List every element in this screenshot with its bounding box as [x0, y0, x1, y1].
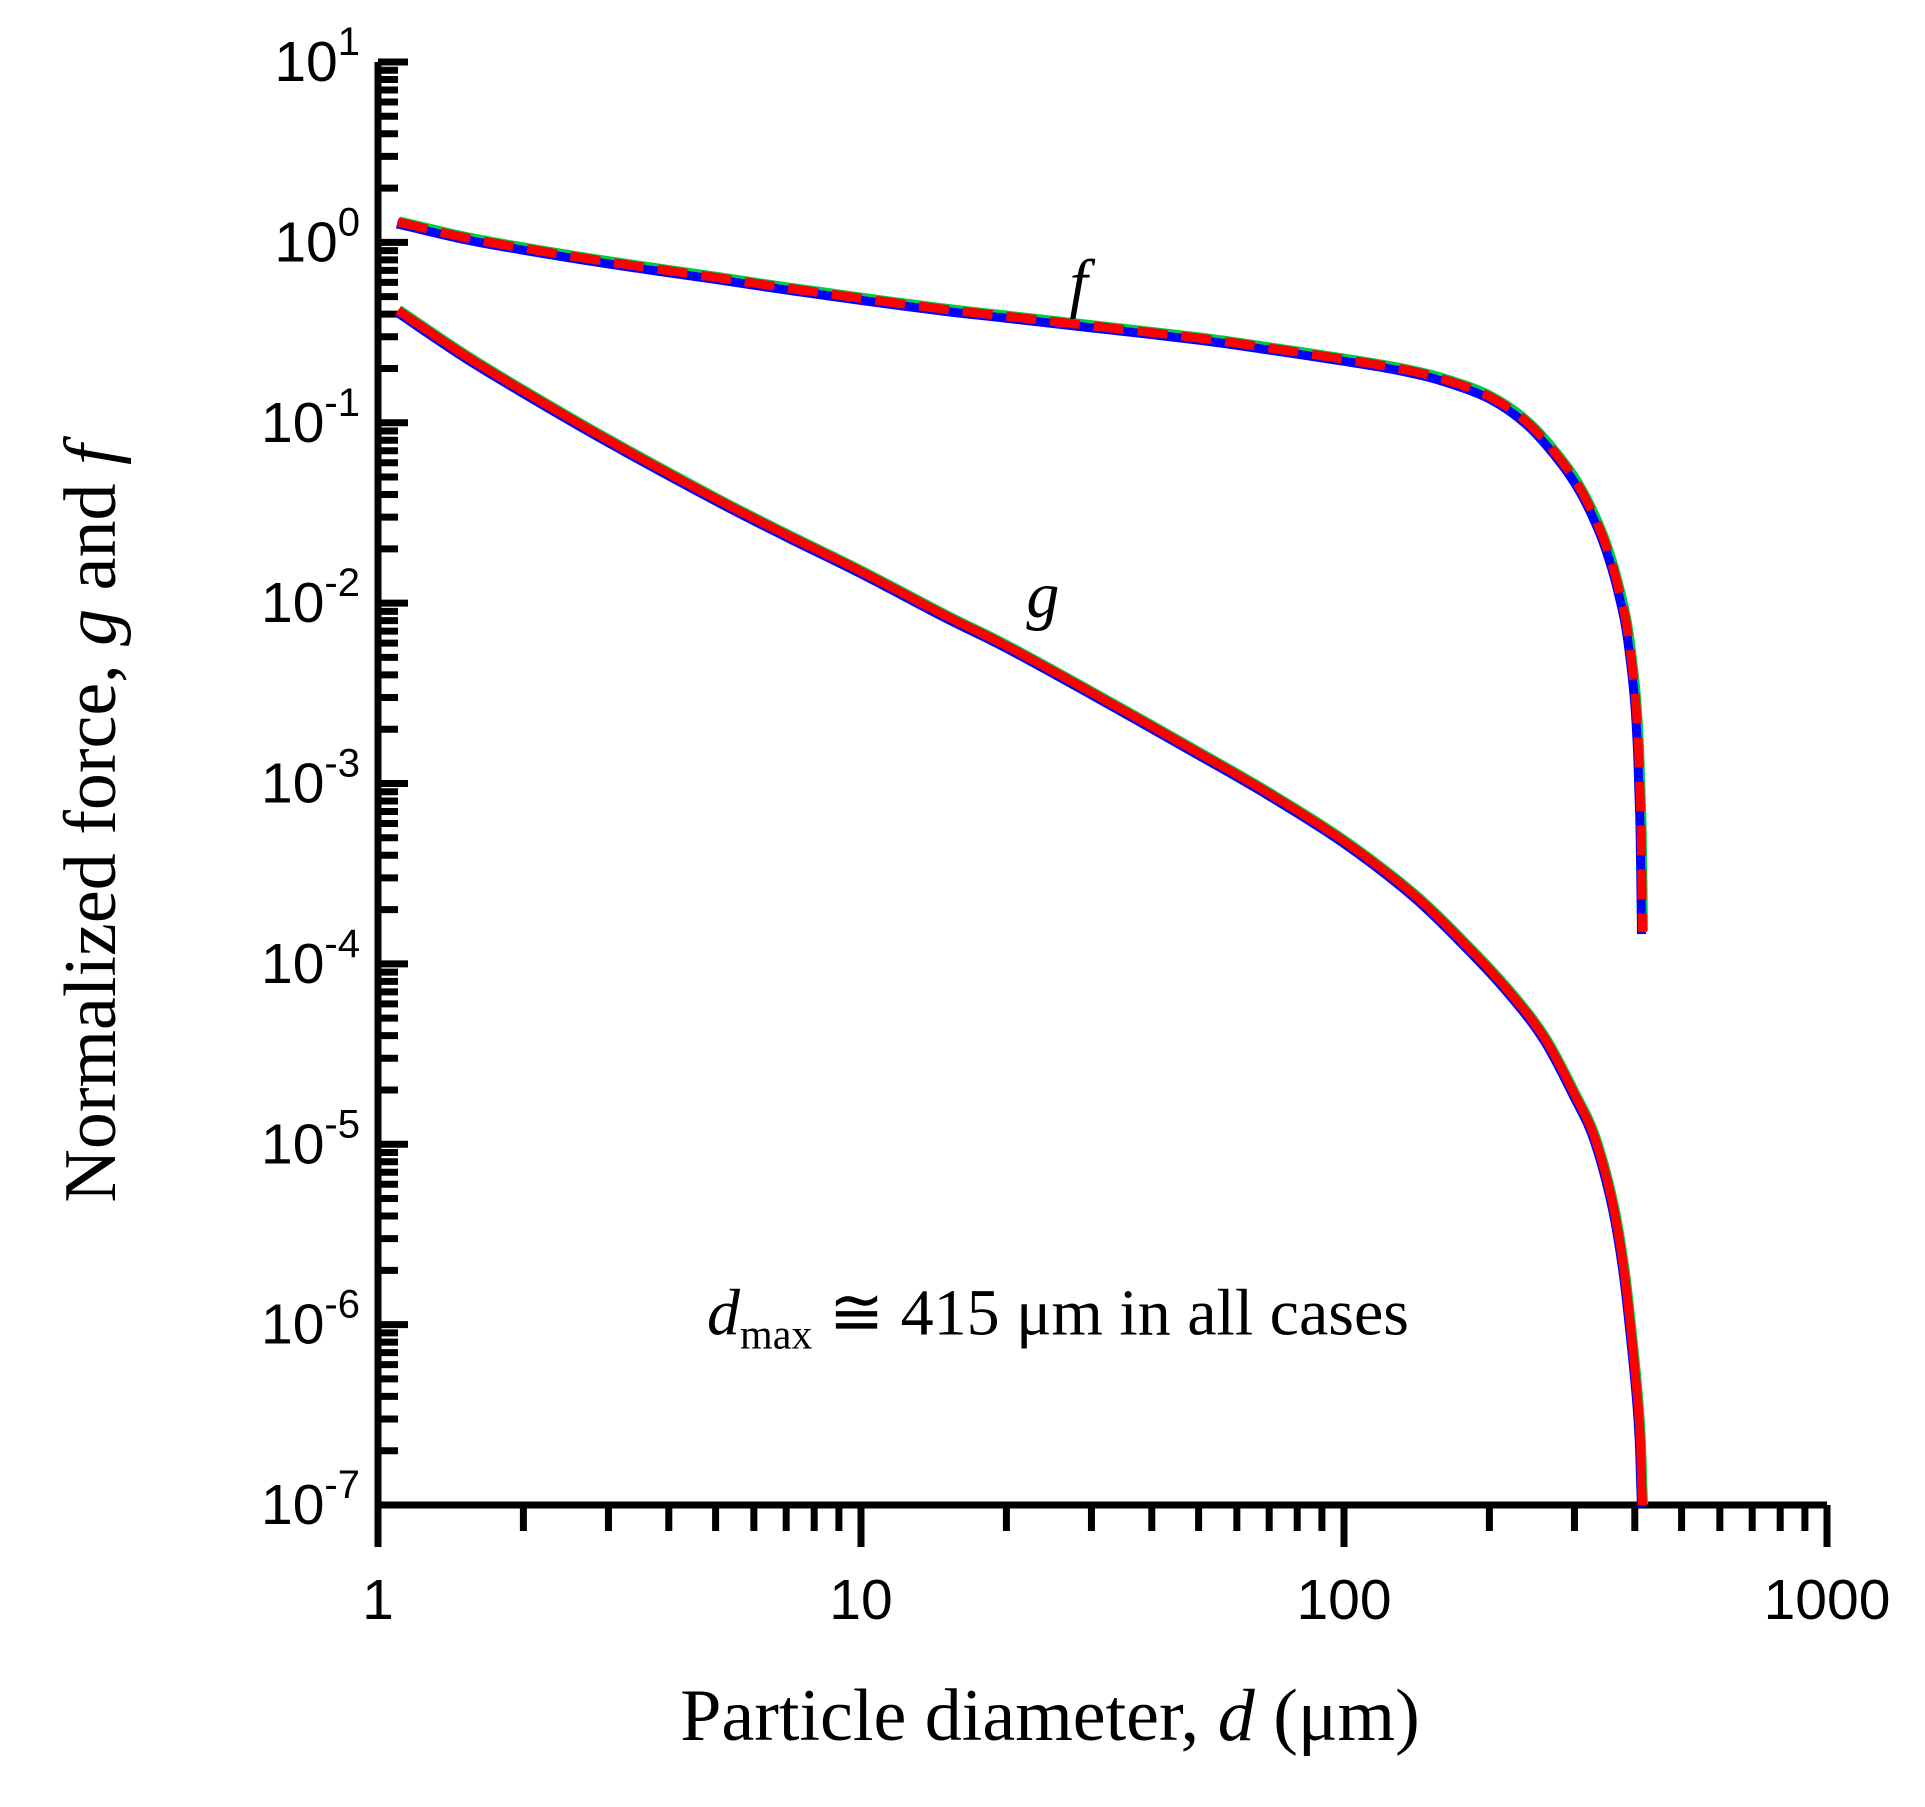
y-tick-label-base: 10	[261, 752, 324, 816]
y-tick-label: 10-1	[261, 381, 360, 455]
y-tick-label: 10-6	[261, 1283, 360, 1357]
y-tick-label-exponent: -7	[324, 1463, 360, 1507]
x-tick-label: 1000	[1764, 1568, 1891, 1632]
y-tick-label: 100	[274, 200, 360, 274]
y-tick-label-exponent: -3	[324, 742, 360, 786]
y-tick-label-exponent: -4	[324, 922, 360, 966]
y-tick-label-exponent: -2	[324, 561, 360, 605]
y-tick-label-exponent: 1	[338, 20, 360, 64]
x-axis-title-var: d	[1218, 1675, 1256, 1757]
y-tick-label: 101	[274, 20, 360, 94]
x-tick-label: 100	[1296, 1568, 1391, 1632]
y-tick-label-exponent: -5	[324, 1102, 360, 1146]
x-tick-label: 10	[829, 1568, 892, 1632]
y-tick-label-base: 10	[261, 1112, 324, 1176]
x-axis-ticks: 1 10 100 1000	[362, 1505, 1890, 1632]
y-tick-label-base: 10	[261, 571, 324, 635]
y-axis-title-mid: and	[50, 465, 132, 609]
y-tick-label-base: 10	[261, 391, 324, 455]
y-axis-title-var1: g	[50, 609, 132, 646]
series-f-line	[396, 217, 1648, 933]
y-tick-label-base: 10	[261, 1473, 324, 1537]
x-tick-label: 1	[362, 1568, 394, 1632]
x-axis-title-suffix: (μm)	[1255, 1675, 1420, 1757]
y-tick-label: 10-4	[261, 922, 360, 996]
annotation-f: f	[1069, 247, 1095, 320]
y-tick-label: 10-2	[261, 561, 360, 635]
series-group	[394, 216, 1649, 1508]
annotation-dmax-sub: max	[740, 1312, 812, 1358]
series-f-underlay-2	[395, 219, 1647, 935]
series-g-line	[395, 306, 1648, 1506]
y-tick-label-exponent: 0	[338, 200, 360, 244]
y-tick-label: 10-7	[261, 1463, 360, 1537]
y-axis-title-prefix: Normalized force,	[50, 646, 132, 1203]
annotation-dmax-var: d	[707, 1276, 741, 1349]
y-axis-title-var2: f	[50, 435, 132, 465]
annotation-g: g	[1026, 559, 1059, 632]
y-tick-label: 10-5	[261, 1102, 360, 1176]
y-tick-label-exponent: -6	[324, 1283, 360, 1327]
y-tick-label-base: 10	[274, 210, 337, 274]
x-axis-title: Particle diameter, d (μm)	[680, 1675, 1419, 1757]
annotation-dmax-rest: ≅ 415 μm in all cases	[812, 1276, 1409, 1349]
y-tick-label-base: 10	[261, 1293, 324, 1357]
y-tick-label-exponent: -1	[324, 381, 360, 425]
y-tick-label-base: 10	[261, 932, 324, 996]
y-tick-label-base: 10	[274, 30, 337, 94]
y-axis-title: Normalized force, g and f	[50, 435, 132, 1203]
y-tick-label: 10-3	[261, 742, 360, 816]
x-axis-title-prefix: Particle diameter,	[680, 1675, 1217, 1757]
annotation-dmax: dmax ≅ 415 μm in all cases	[707, 1276, 1409, 1358]
series-f-underlay-1	[397, 216, 1649, 932]
